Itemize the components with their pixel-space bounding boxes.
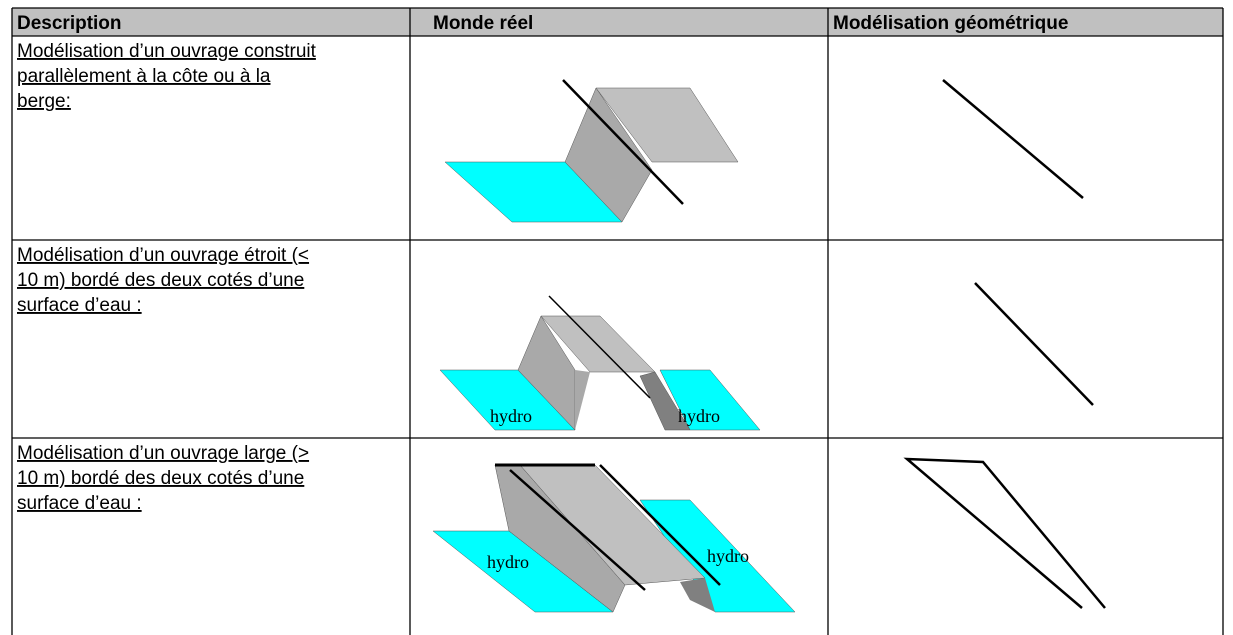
text-line: Modélisation d’un ouvrage large (> xyxy=(17,443,309,464)
text-line: surface d’eau : xyxy=(17,295,142,316)
description-3: Modélisation d’un ouvrage large (> 10 m)… xyxy=(17,443,309,514)
geometry-1 xyxy=(942,79,1084,199)
water-label: hydro xyxy=(490,406,532,426)
description-2: Modélisation d’un ouvrage étroit (< 10 m… xyxy=(17,245,309,316)
header-bg xyxy=(12,8,1223,36)
text-line: 10 m) bordé des deux cotés d’une xyxy=(17,270,304,291)
text-line: parallèlement à la côte ou à la xyxy=(17,66,271,87)
text-line: berge: xyxy=(17,91,71,112)
text-line: Modélisation d’un ouvrage construit xyxy=(17,41,317,62)
grid xyxy=(11,7,1224,635)
header-cell: Modélisation géométrique xyxy=(833,13,1068,34)
water-label: hydro xyxy=(707,546,749,566)
geometry-3 xyxy=(903,457,1106,609)
text-line: Modélisation d’un ouvrage étroit (< xyxy=(17,245,309,266)
text-line: 10 m) bordé des deux cotés d’une xyxy=(17,468,304,489)
header-cell: Monde réel xyxy=(433,13,533,34)
water-label: hydro xyxy=(678,406,720,426)
description-1: Modélisation d’un ouvrage construit para… xyxy=(17,41,317,112)
illustration-3: hydro hydro xyxy=(432,463,796,613)
header-cell: Description xyxy=(17,13,122,34)
illustration-1 xyxy=(444,79,739,223)
water-label: hydro xyxy=(487,552,529,572)
geometry-2 xyxy=(974,282,1094,406)
illustration-2: hydro hydro xyxy=(439,295,761,431)
text-line: surface d’eau : xyxy=(17,493,142,514)
